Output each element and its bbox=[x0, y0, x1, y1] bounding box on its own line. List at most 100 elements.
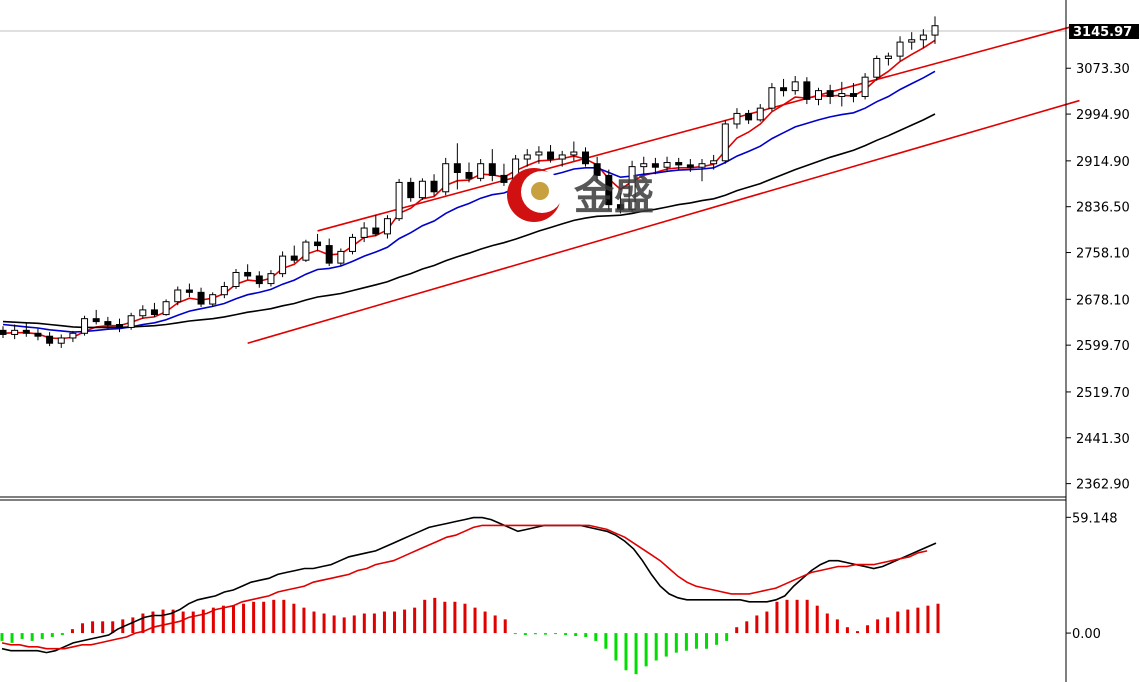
candle-body bbox=[325, 245, 333, 264]
histogram-bar bbox=[886, 617, 890, 634]
candle-body bbox=[92, 318, 100, 323]
histogram-bar bbox=[211, 607, 215, 634]
candle bbox=[220, 281, 228, 299]
watermark-gold-dot bbox=[531, 182, 549, 200]
histogram-bar bbox=[252, 601, 256, 634]
price-tick-label: 2758.10 bbox=[1076, 247, 1130, 262]
histogram-bar bbox=[906, 609, 910, 634]
candle bbox=[651, 157, 659, 175]
histogram-bar bbox=[131, 617, 135, 634]
histogram-bar bbox=[624, 633, 628, 671]
candle bbox=[57, 334, 65, 348]
candle-body bbox=[849, 93, 857, 97]
histogram-bar bbox=[705, 633, 709, 649]
candle bbox=[360, 222, 368, 243]
candle bbox=[640, 156, 648, 175]
histogram-bar bbox=[161, 609, 165, 634]
candle-body bbox=[721, 123, 729, 162]
histogram-bar bbox=[292, 603, 296, 634]
candle-body bbox=[628, 166, 636, 210]
price-tick-label: 2836.50 bbox=[1076, 201, 1130, 216]
candle bbox=[931, 16, 939, 44]
histogram-bar bbox=[171, 609, 175, 634]
candlesticks bbox=[0, 16, 939, 348]
histogram-bar bbox=[564, 633, 568, 636]
histogram-bar bbox=[20, 633, 24, 639]
histogram-bar bbox=[483, 611, 487, 634]
candle-body bbox=[209, 294, 217, 305]
last-price-value: 3145.97 bbox=[1073, 25, 1132, 40]
candle bbox=[570, 141, 578, 161]
candle bbox=[861, 73, 869, 100]
candle-body bbox=[616, 204, 624, 210]
candle bbox=[244, 264, 252, 280]
candle bbox=[593, 156, 601, 182]
histogram-bar bbox=[503, 619, 507, 634]
candle-body bbox=[803, 81, 811, 100]
candle-body bbox=[46, 335, 54, 344]
histogram-bar bbox=[745, 621, 749, 634]
price-tick-label: 3073.30 bbox=[1076, 62, 1130, 77]
candle-body bbox=[395, 181, 403, 220]
candle-body bbox=[150, 309, 158, 316]
candle-body bbox=[698, 163, 706, 168]
candle-body bbox=[593, 163, 601, 176]
histogram-bar bbox=[352, 615, 356, 634]
candle-body bbox=[255, 275, 263, 285]
candle bbox=[290, 245, 298, 264]
histogram-bar bbox=[594, 633, 598, 641]
candle bbox=[349, 233, 356, 255]
candle-body bbox=[267, 273, 275, 285]
candle bbox=[523, 149, 531, 167]
candle bbox=[873, 55, 881, 81]
macd-tick-label: 59.148 bbox=[1072, 511, 1118, 526]
histogram-bar bbox=[372, 613, 376, 634]
candle bbox=[756, 104, 764, 122]
channel-line bbox=[247, 99, 1080, 344]
candle bbox=[325, 238, 333, 267]
candle bbox=[803, 77, 811, 105]
histogram-bar bbox=[282, 599, 286, 634]
histogram-bar bbox=[513, 633, 517, 635]
candle-body bbox=[745, 112, 753, 121]
candle-body bbox=[675, 162, 683, 166]
candle bbox=[314, 233, 322, 252]
macd-pane bbox=[0, 516, 940, 675]
histogram-bar bbox=[151, 611, 155, 634]
histogram-bar bbox=[40, 633, 44, 639]
candle bbox=[908, 32, 916, 50]
histogram-bar bbox=[362, 613, 366, 634]
histogram-bar bbox=[493, 615, 497, 634]
price-tick-label: 2519.70 bbox=[1076, 386, 1130, 401]
candle bbox=[11, 324, 19, 340]
price-tick-label: 2441.30 bbox=[1076, 432, 1130, 447]
price-tick-label: 2994.90 bbox=[1076, 108, 1130, 123]
watermark-logo: 金盛 bbox=[507, 168, 654, 222]
candle bbox=[383, 215, 391, 239]
histogram-bar bbox=[403, 609, 407, 634]
histogram-bar bbox=[423, 599, 427, 634]
histogram-bar bbox=[201, 609, 205, 634]
histogram-bar bbox=[684, 633, 688, 651]
histogram-bar bbox=[855, 631, 859, 634]
histogram-bar bbox=[70, 629, 74, 634]
candle-body bbox=[81, 318, 89, 334]
macd-histogram bbox=[0, 597, 940, 675]
histogram-bar bbox=[101, 621, 105, 634]
candle bbox=[418, 178, 426, 200]
histogram-bar bbox=[674, 633, 678, 653]
candle-body bbox=[232, 271, 240, 288]
candle bbox=[127, 312, 135, 330]
candle-body bbox=[768, 87, 776, 109]
candle bbox=[430, 174, 438, 196]
candle bbox=[81, 315, 89, 336]
candle-body bbox=[372, 227, 380, 235]
histogram-bar bbox=[181, 611, 185, 634]
candle-body bbox=[453, 163, 461, 173]
candle-body bbox=[710, 160, 718, 165]
price-axis: 3073.30 2994.90 2914.90 2836.50 2758.10 2678.… bbox=[1066, 62, 1130, 493]
histogram-bar bbox=[755, 615, 759, 634]
channel-line bbox=[317, 23, 1080, 232]
